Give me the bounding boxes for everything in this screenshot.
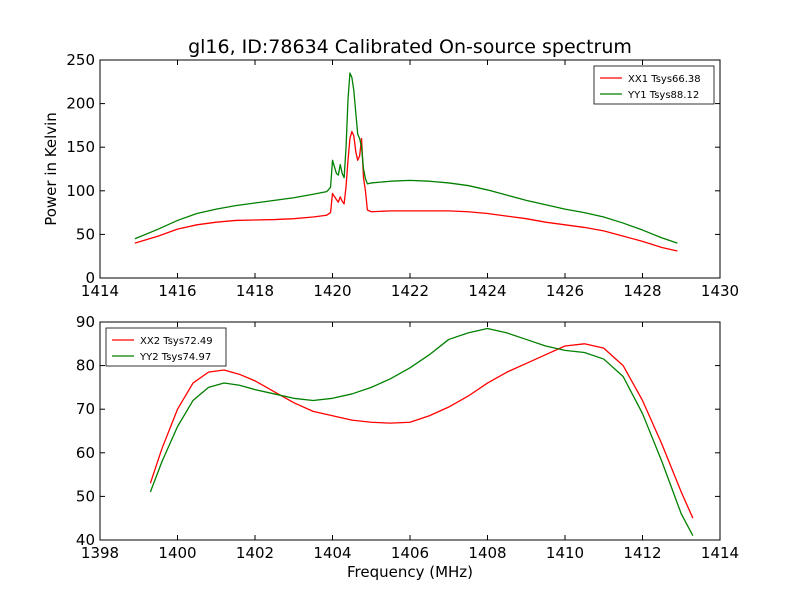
x-tick-label: 1422 [391,282,429,300]
x-tick-label: 1414 [81,282,119,300]
x-tick-label: 1412 [623,544,661,562]
y-tick-label: 40 [76,531,95,549]
x-tick-label: 1404 [313,544,351,562]
y-tick-label: 250 [66,51,95,69]
legend-entry: XX1 Tsys66.38 [628,74,701,85]
x-tick-label: 1406 [391,544,429,562]
x-tick-label: 1420 [313,282,351,300]
x-tick-label: 1424 [468,282,506,300]
x-tick-label: 1414 [701,544,739,562]
legend-entry: XX2 Tsys72.49 [140,336,213,347]
y-tick-label: 0 [85,269,95,287]
bottom-panel-xx2-yy2: 1398 1400 1402 1404 1406 1408 1410 1412 1414 40 50… [76,313,739,581]
y-tick-label: 50 [76,225,95,243]
y-tick-label: 100 [66,182,95,200]
series-line-yy1 [134,72,678,244]
x-tick-label: 1426 [546,282,584,300]
x-tick-label: 1402 [236,544,274,562]
legend-box [593,65,715,105]
legend: XX2 Tsys72.49 YY2 Tsys74.97 [105,327,227,367]
x-tick-label: 1430 [701,282,739,300]
legend: XX1 Tsys66.38 YY1 Tsys88.12 [593,65,715,105]
y-tick-label: 90 [76,313,95,331]
x-tick-label: 1416 [158,282,196,300]
series-line-xx1 [134,130,678,252]
y-tick-label: 50 [76,487,95,505]
x-tick-label: 1410 [546,544,584,562]
x-tick-label: 1400 [158,544,196,562]
top-panel-xx1-yy1: 1414 1416 1418 1420 1422 1424 1426 1428 1430 0 50 1… [42,51,739,300]
legend-entry: YY1 Tsys88.12 [627,90,699,101]
series-line-xx2 [149,343,694,519]
y-tick-label: 200 [66,95,95,113]
x-tick-label: 1398 [81,544,119,562]
y-axis-label: Power in Kelvin [42,112,60,226]
x-axis-label: Frequency (MHz) [347,563,473,581]
y-tick-label: 150 [66,138,95,156]
y-tick-label: 80 [76,357,95,375]
series-line-yy2 [149,327,694,536]
y-tick-label: 60 [76,444,95,462]
x-tick-label: 1428 [623,282,661,300]
x-tick-label: 1418 [236,282,274,300]
y-tick-label: 70 [76,400,95,418]
figure-title: gl16, ID:78634 Calibrated On-source spec… [188,36,632,58]
x-tick-label: 1408 [468,544,506,562]
legend-entry: YY2 Tsys74.97 [139,352,211,363]
legend-box [105,327,227,367]
